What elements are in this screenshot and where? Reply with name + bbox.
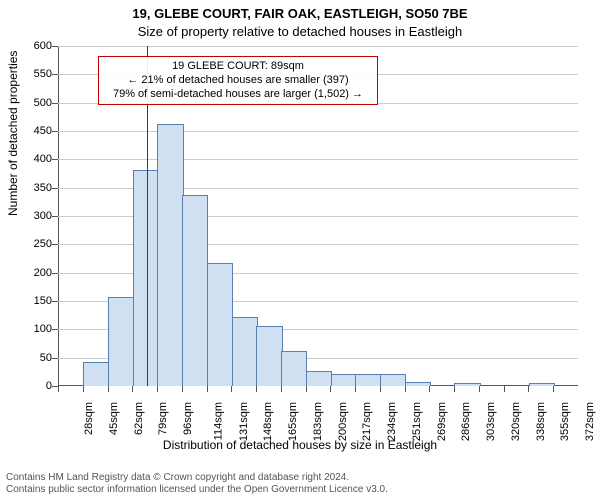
y-tick-label: 200 bbox=[12, 267, 52, 279]
x-tick-label: 303sqm bbox=[485, 402, 497, 441]
x-tick bbox=[207, 386, 208, 392]
x-tick-label: 165sqm bbox=[287, 402, 299, 441]
y-tick bbox=[52, 103, 58, 104]
x-tick-label: 251sqm bbox=[411, 402, 423, 441]
title-subtitle: Size of property relative to detached ho… bbox=[0, 24, 600, 39]
x-tick-label: 183sqm bbox=[312, 402, 324, 441]
histogram-bar bbox=[306, 371, 332, 386]
histogram-bar bbox=[405, 382, 431, 386]
histogram-bar bbox=[108, 297, 134, 386]
x-tick bbox=[281, 386, 282, 392]
x-tick bbox=[405, 386, 406, 392]
y-tick-label: 0 bbox=[12, 380, 52, 392]
y-tick bbox=[52, 273, 58, 274]
histogram-bar bbox=[380, 374, 406, 386]
x-axis-label: Distribution of detached houses by size … bbox=[0, 438, 600, 452]
info-line-smaller: ← 21% of detached houses are smaller (39… bbox=[105, 74, 371, 88]
histogram-bar bbox=[355, 374, 381, 386]
x-tick bbox=[553, 386, 554, 392]
x-tick-label: 372sqm bbox=[584, 402, 596, 441]
y-tick-label: 100 bbox=[12, 323, 52, 335]
x-tick-label: 79sqm bbox=[157, 402, 169, 435]
x-tick-label: 114sqm bbox=[212, 402, 224, 440]
attribution-footer: Contains HM Land Registry data © Crown c… bbox=[6, 472, 594, 496]
y-tick bbox=[52, 244, 58, 245]
y-tick-label: 150 bbox=[12, 295, 52, 307]
x-tick bbox=[157, 386, 158, 392]
y-tick bbox=[52, 131, 58, 132]
x-tick bbox=[479, 386, 480, 392]
y-tick-label: 350 bbox=[12, 182, 52, 194]
x-tick-label: 217sqm bbox=[362, 402, 374, 441]
property-info-box: 19 GLEBE COURT: 89sqm← 21% of detached h… bbox=[98, 56, 378, 105]
y-tick bbox=[52, 74, 58, 75]
histogram-bar bbox=[454, 383, 480, 386]
x-tick bbox=[454, 386, 455, 392]
x-tick-label: 320sqm bbox=[510, 402, 522, 441]
y-tick-label: 550 bbox=[12, 68, 52, 80]
y-tick bbox=[52, 301, 58, 302]
x-tick-label: 234sqm bbox=[386, 402, 398, 441]
histogram-bar bbox=[157, 124, 183, 386]
histogram-bar bbox=[83, 362, 109, 386]
y-tick bbox=[52, 46, 58, 47]
x-tick bbox=[182, 386, 183, 392]
x-tick bbox=[108, 386, 109, 392]
y-tick bbox=[52, 358, 58, 359]
y-tick bbox=[52, 216, 58, 217]
y-tick-label: 500 bbox=[12, 97, 52, 109]
histogram-bar bbox=[529, 383, 555, 386]
histogram-bar bbox=[133, 170, 159, 386]
histogram-bar bbox=[331, 374, 357, 386]
x-tick-label: 148sqm bbox=[262, 402, 274, 441]
y-tick-label: 600 bbox=[12, 40, 52, 52]
y-tick-label: 250 bbox=[12, 238, 52, 250]
y-tick bbox=[52, 188, 58, 189]
x-tick bbox=[355, 386, 356, 392]
histogram-bar bbox=[207, 263, 233, 386]
info-line-larger: 79% of semi-detached houses are larger (… bbox=[105, 88, 371, 102]
histogram-bar bbox=[232, 317, 258, 386]
histogram-bar bbox=[256, 326, 282, 387]
x-tick-label: 131sqm bbox=[238, 402, 250, 441]
y-tick-label: 400 bbox=[12, 153, 52, 165]
x-tick bbox=[330, 386, 331, 392]
x-tick bbox=[306, 386, 307, 392]
x-tick-label: 96sqm bbox=[182, 402, 194, 435]
x-tick bbox=[132, 386, 133, 392]
histogram-bar bbox=[281, 351, 307, 386]
y-tick bbox=[52, 329, 58, 330]
x-tick bbox=[528, 386, 529, 392]
chart-container: 19, GLEBE COURT, FAIR OAK, EASTLEIGH, SO… bbox=[0, 0, 600, 500]
y-tick-label: 50 bbox=[12, 352, 52, 364]
gridline bbox=[58, 131, 578, 132]
x-tick-label: 45sqm bbox=[108, 402, 120, 435]
x-tick bbox=[231, 386, 232, 392]
gridline bbox=[58, 46, 578, 47]
plot-area: 05010015020025030035040045050055060028sq… bbox=[58, 46, 578, 386]
x-tick-label: 269sqm bbox=[436, 402, 448, 441]
histogram-bar bbox=[182, 195, 208, 386]
x-tick-label: 286sqm bbox=[461, 402, 473, 441]
x-tick-label: 62sqm bbox=[133, 402, 145, 435]
y-tick-label: 300 bbox=[12, 210, 52, 222]
footer-line-2: Contains public sector information licen… bbox=[6, 484, 594, 496]
x-tick bbox=[504, 386, 505, 392]
x-tick bbox=[429, 386, 430, 392]
x-tick-label: 200sqm bbox=[337, 402, 349, 441]
title-address: 19, GLEBE COURT, FAIR OAK, EASTLEIGH, SO… bbox=[0, 6, 600, 21]
x-tick-label: 28sqm bbox=[83, 402, 95, 435]
gridline bbox=[58, 159, 578, 160]
x-tick bbox=[256, 386, 257, 392]
x-tick-label: 338sqm bbox=[535, 402, 547, 441]
footer-line-1: Contains HM Land Registry data © Crown c… bbox=[6, 472, 594, 484]
info-line-property: 19 GLEBE COURT: 89sqm bbox=[105, 60, 371, 74]
y-tick bbox=[52, 159, 58, 160]
x-tick-label: 355sqm bbox=[560, 402, 572, 441]
x-tick bbox=[58, 386, 59, 392]
x-tick bbox=[83, 386, 84, 392]
y-tick-label: 450 bbox=[12, 125, 52, 137]
x-tick bbox=[380, 386, 381, 392]
